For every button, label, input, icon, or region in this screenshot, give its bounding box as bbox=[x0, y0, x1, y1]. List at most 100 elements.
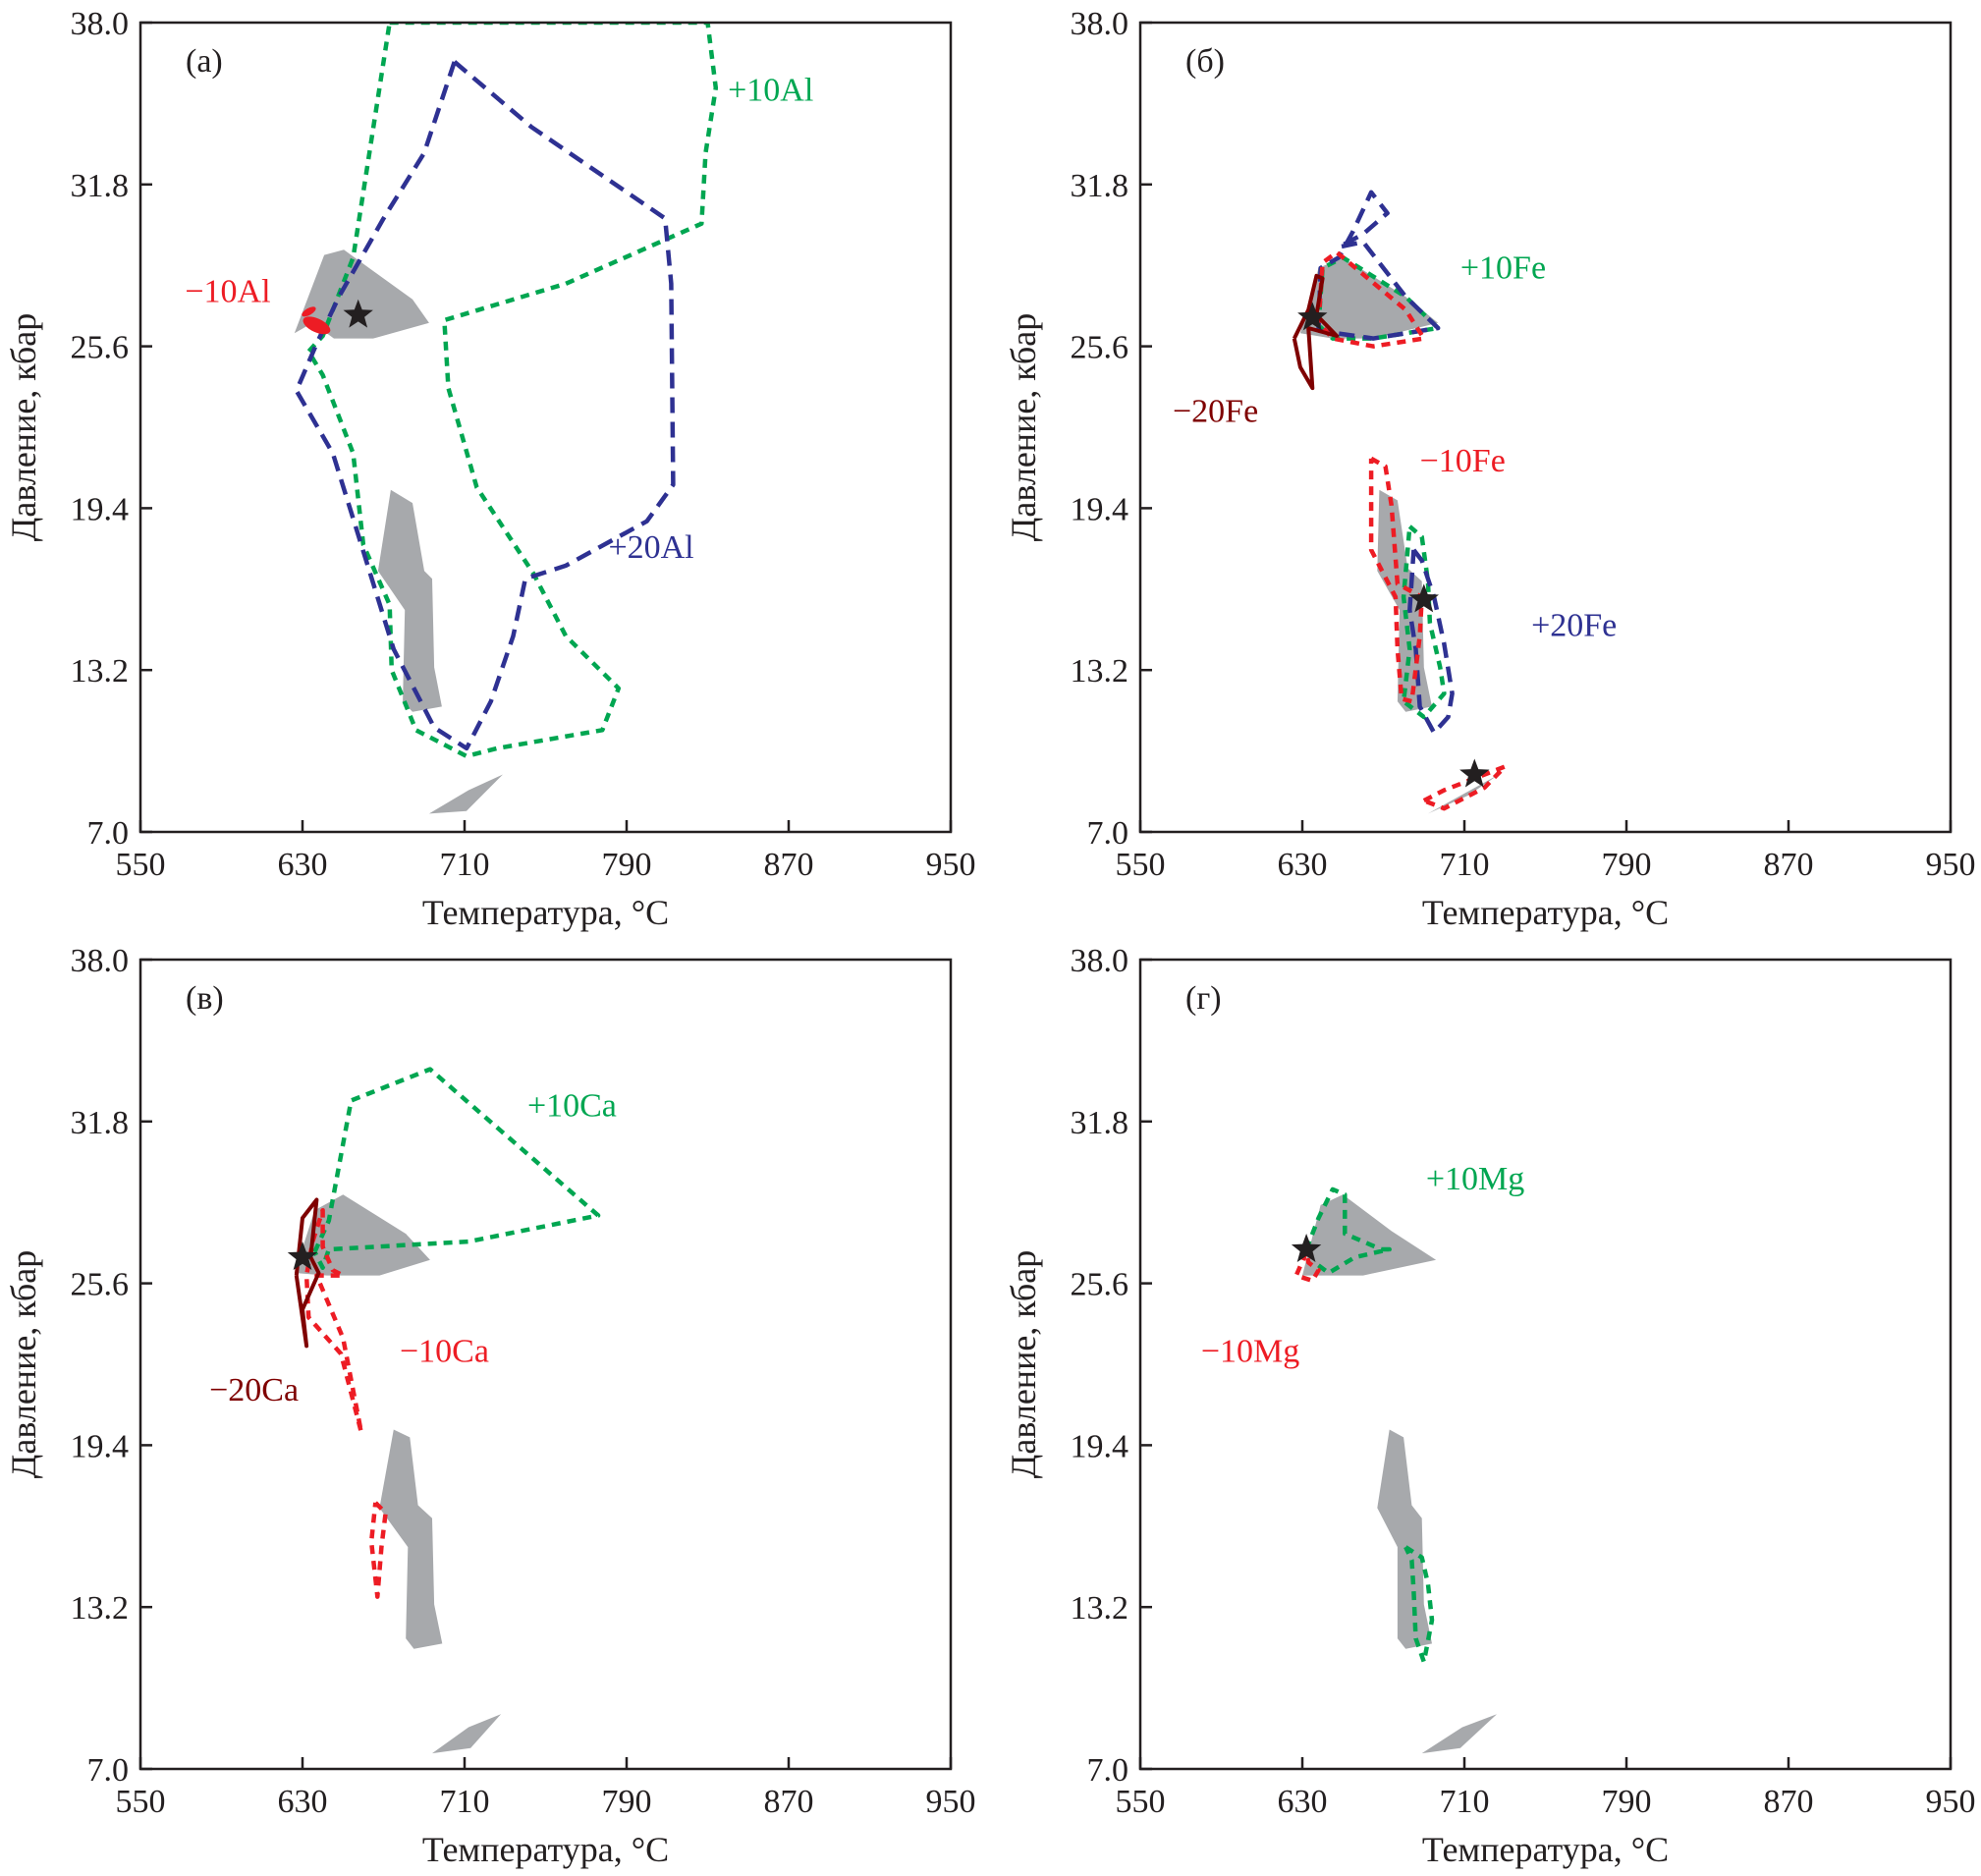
base-field-2 bbox=[432, 1714, 502, 1754]
series-line-10Fe-1 bbox=[1368, 456, 1424, 704]
series-line-10Fe-1 bbox=[1401, 524, 1447, 720]
x-tick-label: 870 bbox=[764, 1784, 814, 1820]
y-tick-label: 19.4 bbox=[71, 491, 130, 527]
y-tick-label: 25.6 bbox=[1071, 330, 1129, 366]
panel-1: +10Fe +20Fe −10Fe −20Fe 550 630 710 790 870 950 7.… bbox=[1004, 6, 1976, 932]
series-label: +10Ca bbox=[527, 1087, 617, 1124]
panel-label: (г) bbox=[1185, 980, 1222, 1017]
y-tick-label: 31.8 bbox=[71, 168, 130, 204]
star-marker bbox=[287, 1241, 318, 1270]
plot-frame bbox=[138, 21, 953, 834]
x-tick-label: 710 bbox=[1440, 1784, 1490, 1820]
x-tick-label: 870 bbox=[1764, 1784, 1814, 1820]
series-line-10Mg-0 bbox=[1304, 1186, 1392, 1276]
base-field-1 bbox=[1377, 1429, 1432, 1649]
x-tick-label: 870 bbox=[1764, 847, 1814, 883]
star-marker bbox=[1291, 1234, 1322, 1262]
x-tick-label: 790 bbox=[602, 1784, 652, 1820]
y-tick-label: 38.0 bbox=[71, 6, 130, 42]
series-label: +10Al bbox=[728, 73, 813, 109]
star-marker bbox=[1459, 758, 1490, 788]
base-field-2 bbox=[428, 774, 503, 814]
x-tick-label: 950 bbox=[926, 1784, 976, 1820]
panel-label: (б) bbox=[1185, 43, 1225, 80]
series-label: −10Al bbox=[185, 273, 270, 309]
x-tick-label: 550 bbox=[1116, 847, 1166, 883]
series-label: +20Al bbox=[608, 529, 693, 566]
x-tick-label: 710 bbox=[440, 847, 490, 883]
star-marker bbox=[1297, 302, 1328, 331]
x-tick-label: 790 bbox=[1602, 1784, 1652, 1820]
y-tick-label: 31.8 bbox=[71, 1105, 130, 1141]
y-axis-title: Давление, кбар bbox=[4, 1250, 43, 1478]
series-label: −20Ca bbox=[209, 1372, 299, 1408]
y-tick-label: 7.0 bbox=[1087, 1752, 1129, 1789]
y-tick-label: 19.4 bbox=[71, 1428, 130, 1464]
panel-0: +10Al +20Al −10Al 550 630 710 790 870 950 7.0 13.2… bbox=[4, 6, 976, 932]
plot-area bbox=[1291, 1186, 1497, 1754]
y-tick-label: 7.0 bbox=[1087, 815, 1129, 852]
panel-2: +10Ca −10Ca −20Ca 550 630 710 790 870 950 7.0 13.2… bbox=[4, 943, 976, 1869]
series-line-10Fe-0 bbox=[1316, 249, 1427, 349]
series-line-10Ca-0 bbox=[303, 1207, 364, 1435]
series-line-10Al-0 bbox=[305, 23, 719, 759]
series-label: +10Mg bbox=[1426, 1161, 1524, 1197]
base-field-1 bbox=[379, 1429, 443, 1649]
y-tick-label: 13.2 bbox=[71, 1590, 130, 1627]
plot-frame bbox=[1138, 958, 1953, 1771]
x-tick-label: 550 bbox=[116, 1784, 166, 1820]
x-tick-label: 630 bbox=[1278, 1784, 1328, 1820]
plot-frame bbox=[138, 958, 953, 1771]
y-tick-label: 25.6 bbox=[1071, 1267, 1129, 1303]
base-field-2 bbox=[1421, 1714, 1497, 1754]
x-tick-label: 790 bbox=[602, 847, 652, 883]
y-tick-label: 7.0 bbox=[87, 815, 130, 852]
series-line-10Fe-2 bbox=[1422, 764, 1508, 811]
y-tick-label: 31.8 bbox=[1071, 1105, 1129, 1141]
y-tick-label: 31.8 bbox=[1071, 168, 1129, 204]
x-tick-label: 630 bbox=[278, 1784, 328, 1820]
base-field-0 bbox=[1302, 1194, 1437, 1276]
x-axis-title: Температура, °C bbox=[422, 893, 669, 932]
plot-area bbox=[294, 23, 719, 814]
x-tick-label: 710 bbox=[1440, 847, 1490, 883]
x-tick-label: 950 bbox=[926, 847, 976, 883]
y-axis-title: Давление, кбар bbox=[1004, 313, 1043, 541]
plot-frame bbox=[1138, 21, 1953, 834]
star-marker bbox=[343, 299, 373, 328]
x-axis-title: Температура, °C bbox=[422, 1830, 669, 1869]
base-field-0 bbox=[1299, 257, 1439, 339]
y-tick-label: 13.2 bbox=[1071, 1590, 1129, 1627]
x-tick-label: 710 bbox=[440, 1784, 490, 1820]
series-line-20Fe-1 bbox=[1407, 548, 1455, 736]
plot-area bbox=[287, 1067, 601, 1754]
panel-label: (в) bbox=[186, 980, 224, 1017]
y-tick-label: 19.4 bbox=[1071, 1428, 1129, 1464]
y-axis-title: Давление, кбар bbox=[1004, 1250, 1043, 1478]
x-tick-label: 550 bbox=[116, 847, 166, 883]
x-tick-label: 790 bbox=[1602, 847, 1652, 883]
x-tick-label: 950 bbox=[1926, 847, 1976, 883]
series-label: +10Fe bbox=[1460, 249, 1546, 286]
x-tick-label: 630 bbox=[1278, 847, 1328, 883]
panel-3: +10Mg −10Mg 550 630 710 790 870 950 7.0 13.2 19.4 2… bbox=[1004, 943, 1976, 1869]
series-label: +20Fe bbox=[1531, 608, 1617, 644]
x-tick-label: 630 bbox=[278, 847, 328, 883]
y-tick-label: 38.0 bbox=[1071, 6, 1129, 42]
x-axis-title: Температура, °C bbox=[1422, 893, 1669, 932]
series-label: −10Mg bbox=[1201, 1333, 1299, 1369]
y-tick-label: 38.0 bbox=[71, 943, 130, 979]
y-tick-label: 13.2 bbox=[71, 653, 130, 690]
star-marker bbox=[1408, 583, 1439, 613]
series-line-20Fe-0 bbox=[1292, 273, 1340, 391]
x-axis-title: Температура, °C bbox=[1422, 1830, 1669, 1869]
series-line-10Ca-1 bbox=[368, 1501, 388, 1599]
plot-area bbox=[1292, 190, 1508, 814]
panel-label: (a) bbox=[186, 43, 223, 80]
series-region-10Al bbox=[303, 316, 331, 335]
y-tick-label: 25.6 bbox=[71, 330, 130, 366]
y-tick-label: 7.0 bbox=[87, 1752, 130, 1789]
y-tick-label: 13.2 bbox=[1071, 653, 1129, 690]
x-tick-label: 550 bbox=[1116, 1784, 1166, 1820]
base-field-0 bbox=[294, 249, 429, 339]
